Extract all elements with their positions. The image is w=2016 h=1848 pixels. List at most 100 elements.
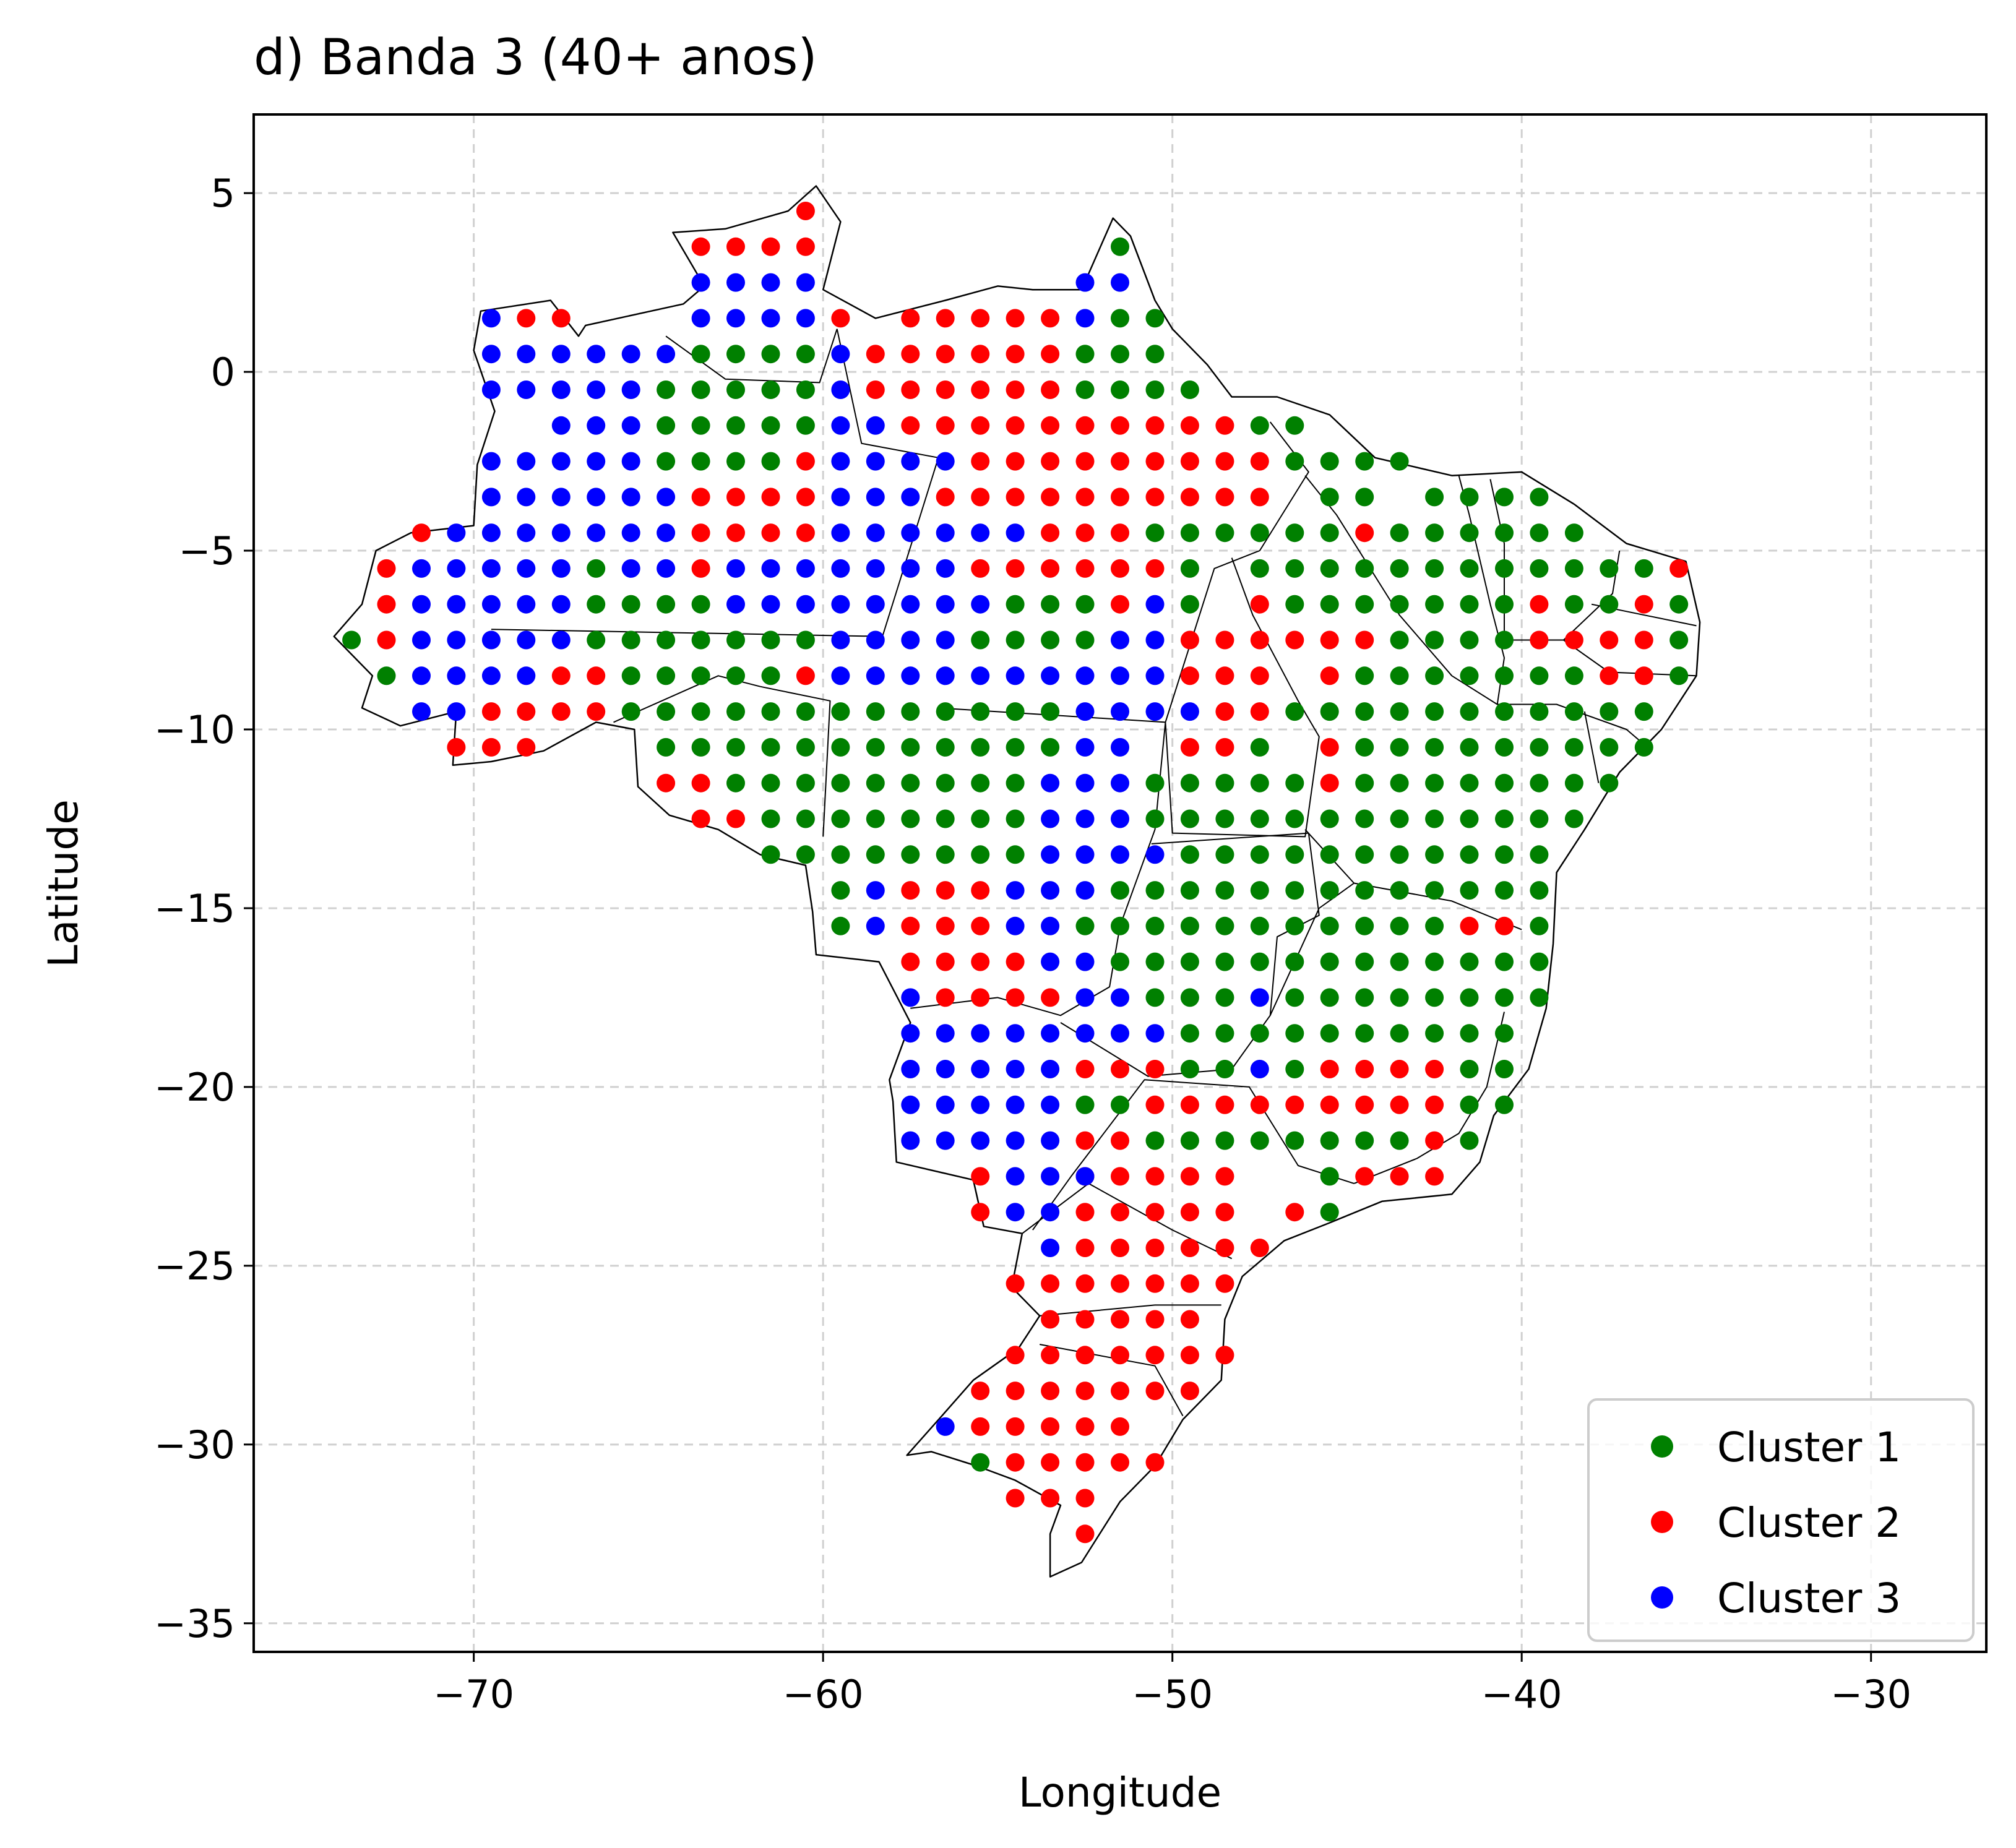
point-cluster-1-20 (691, 416, 710, 435)
point-cluster-1-184 (796, 809, 815, 828)
point-cluster-1-224 (1111, 881, 1129, 900)
legend-entry-cluster-3: Cluster 3 (1651, 1575, 1901, 1622)
point-cluster-2-174 (1215, 1239, 1234, 1257)
point-cluster-2-93 (551, 666, 571, 685)
point-cluster-3-82 (796, 595, 815, 614)
point-cluster-1-142 (761, 737, 780, 757)
point-cluster-2-32 (1145, 416, 1165, 435)
point-cluster-2-91 (1600, 630, 1619, 650)
series-cluster-2 (377, 202, 1689, 1544)
point-cluster-2-85 (1250, 630, 1269, 650)
point-cluster-2-117 (691, 809, 710, 828)
point-cluster-3-121 (1111, 737, 1129, 757)
point-cluster-2-25 (901, 416, 920, 435)
point-cluster-2-92 (1634, 630, 1653, 650)
point-cluster-1-74 (1285, 595, 1304, 614)
point-cluster-1-107 (1355, 666, 1374, 685)
point-cluster-3-19 (481, 380, 501, 399)
point-cluster-1-210 (971, 845, 990, 864)
point-cluster-1-245 (1320, 916, 1339, 935)
point-cluster-2-198 (1075, 1382, 1095, 1401)
point-cluster-2-57 (1215, 488, 1234, 507)
point-cluster-1-191 (1145, 809, 1165, 828)
point-cluster-3-120 (1075, 737, 1095, 757)
point-cluster-2-211 (1145, 1453, 1165, 1472)
point-cluster-3-124 (1111, 773, 1129, 793)
point-cluster-3-78 (517, 595, 536, 614)
point-cluster-2-19 (866, 380, 885, 399)
point-cluster-1-43 (1250, 523, 1269, 543)
point-cluster-3-63 (481, 559, 501, 578)
point-cluster-1-79 (1460, 595, 1479, 614)
point-cluster-1-250 (1111, 952, 1129, 971)
point-cluster-3-83 (831, 595, 850, 614)
point-cluster-3-81 (761, 595, 780, 614)
point-cluster-2-200 (1145, 1382, 1165, 1401)
point-cluster-1-176 (1390, 773, 1409, 793)
point-cluster-2-157 (1145, 1167, 1165, 1186)
point-cluster-1-219 (1425, 845, 1444, 864)
point-cluster-2-182 (1215, 1274, 1234, 1293)
point-cluster-3-53 (621, 523, 640, 543)
point-cluster-3-52 (587, 523, 606, 543)
point-cluster-2-8 (901, 309, 920, 328)
point-cluster-2-183 (1041, 1310, 1060, 1329)
x-tick-label-3: −40 (1481, 1672, 1562, 1717)
point-cluster-3-0 (691, 273, 710, 292)
point-cluster-1-57 (1355, 559, 1374, 578)
point-cluster-1-175 (1355, 773, 1374, 793)
point-cluster-2-215 (1075, 1524, 1095, 1544)
point-cluster-1-226 (1180, 881, 1199, 900)
series-cluster-3 (412, 273, 1269, 1436)
scatter-points (342, 202, 1689, 1544)
point-cluster-2-10 (971, 309, 990, 328)
point-cluster-1-187 (901, 809, 920, 828)
point-cluster-3-169 (1006, 1167, 1025, 1186)
point-cluster-2-133 (1006, 988, 1025, 1007)
state-border-0 (491, 629, 883, 637)
point-cluster-2-201 (1180, 1382, 1199, 1401)
point-cluster-3-103 (517, 666, 536, 685)
point-cluster-1-236 (1530, 881, 1549, 900)
point-cluster-3-99 (1145, 630, 1165, 650)
point-cluster-2-206 (1111, 1417, 1129, 1436)
point-cluster-1-169 (1006, 773, 1025, 793)
point-cluster-2-137 (1145, 1060, 1165, 1078)
point-cluster-1-88 (691, 630, 710, 650)
point-cluster-1-193 (1215, 809, 1234, 828)
point-cluster-1-173 (1250, 773, 1269, 793)
x-axis-label: Longitude (1019, 1769, 1221, 1816)
point-cluster-2-21 (936, 380, 955, 399)
y-tick-label-7: −30 (154, 1422, 235, 1468)
point-cluster-2-100 (1600, 666, 1619, 685)
point-cluster-2-95 (796, 666, 815, 685)
point-cluster-3-7 (691, 309, 710, 328)
point-cluster-1-258 (1390, 952, 1409, 971)
point-cluster-2-102 (481, 702, 501, 721)
point-cluster-2-213 (1041, 1489, 1060, 1508)
point-cluster-3-55 (831, 523, 850, 543)
point-cluster-1-221 (1495, 845, 1514, 864)
point-cluster-3-110 (1041, 666, 1060, 685)
point-cluster-1-237 (831, 916, 850, 935)
point-cluster-2-50 (971, 488, 990, 507)
point-cluster-1-293 (1145, 1131, 1165, 1150)
point-cluster-1-154 (1425, 737, 1444, 757)
point-cluster-1-46 (1390, 523, 1409, 543)
point-cluster-1-230 (1320, 881, 1339, 900)
point-cluster-2-123 (936, 916, 955, 935)
point-cluster-1-215 (1285, 845, 1304, 864)
point-cluster-1-22 (761, 416, 780, 435)
point-cluster-1-23 (796, 416, 815, 435)
point-cluster-1-248 (1425, 916, 1444, 935)
point-cluster-1-78 (1425, 595, 1444, 614)
point-cluster-1-59 (1425, 559, 1444, 578)
point-cluster-3-12 (481, 345, 501, 364)
point-cluster-3-107 (936, 666, 955, 685)
point-cluster-1-73 (1180, 595, 1199, 614)
point-cluster-1-89 (726, 630, 745, 650)
point-cluster-1-194 (1250, 809, 1269, 828)
point-cluster-1-278 (1320, 1024, 1339, 1043)
point-cluster-2-141 (1425, 1060, 1444, 1078)
point-cluster-2-64 (1041, 523, 1060, 543)
